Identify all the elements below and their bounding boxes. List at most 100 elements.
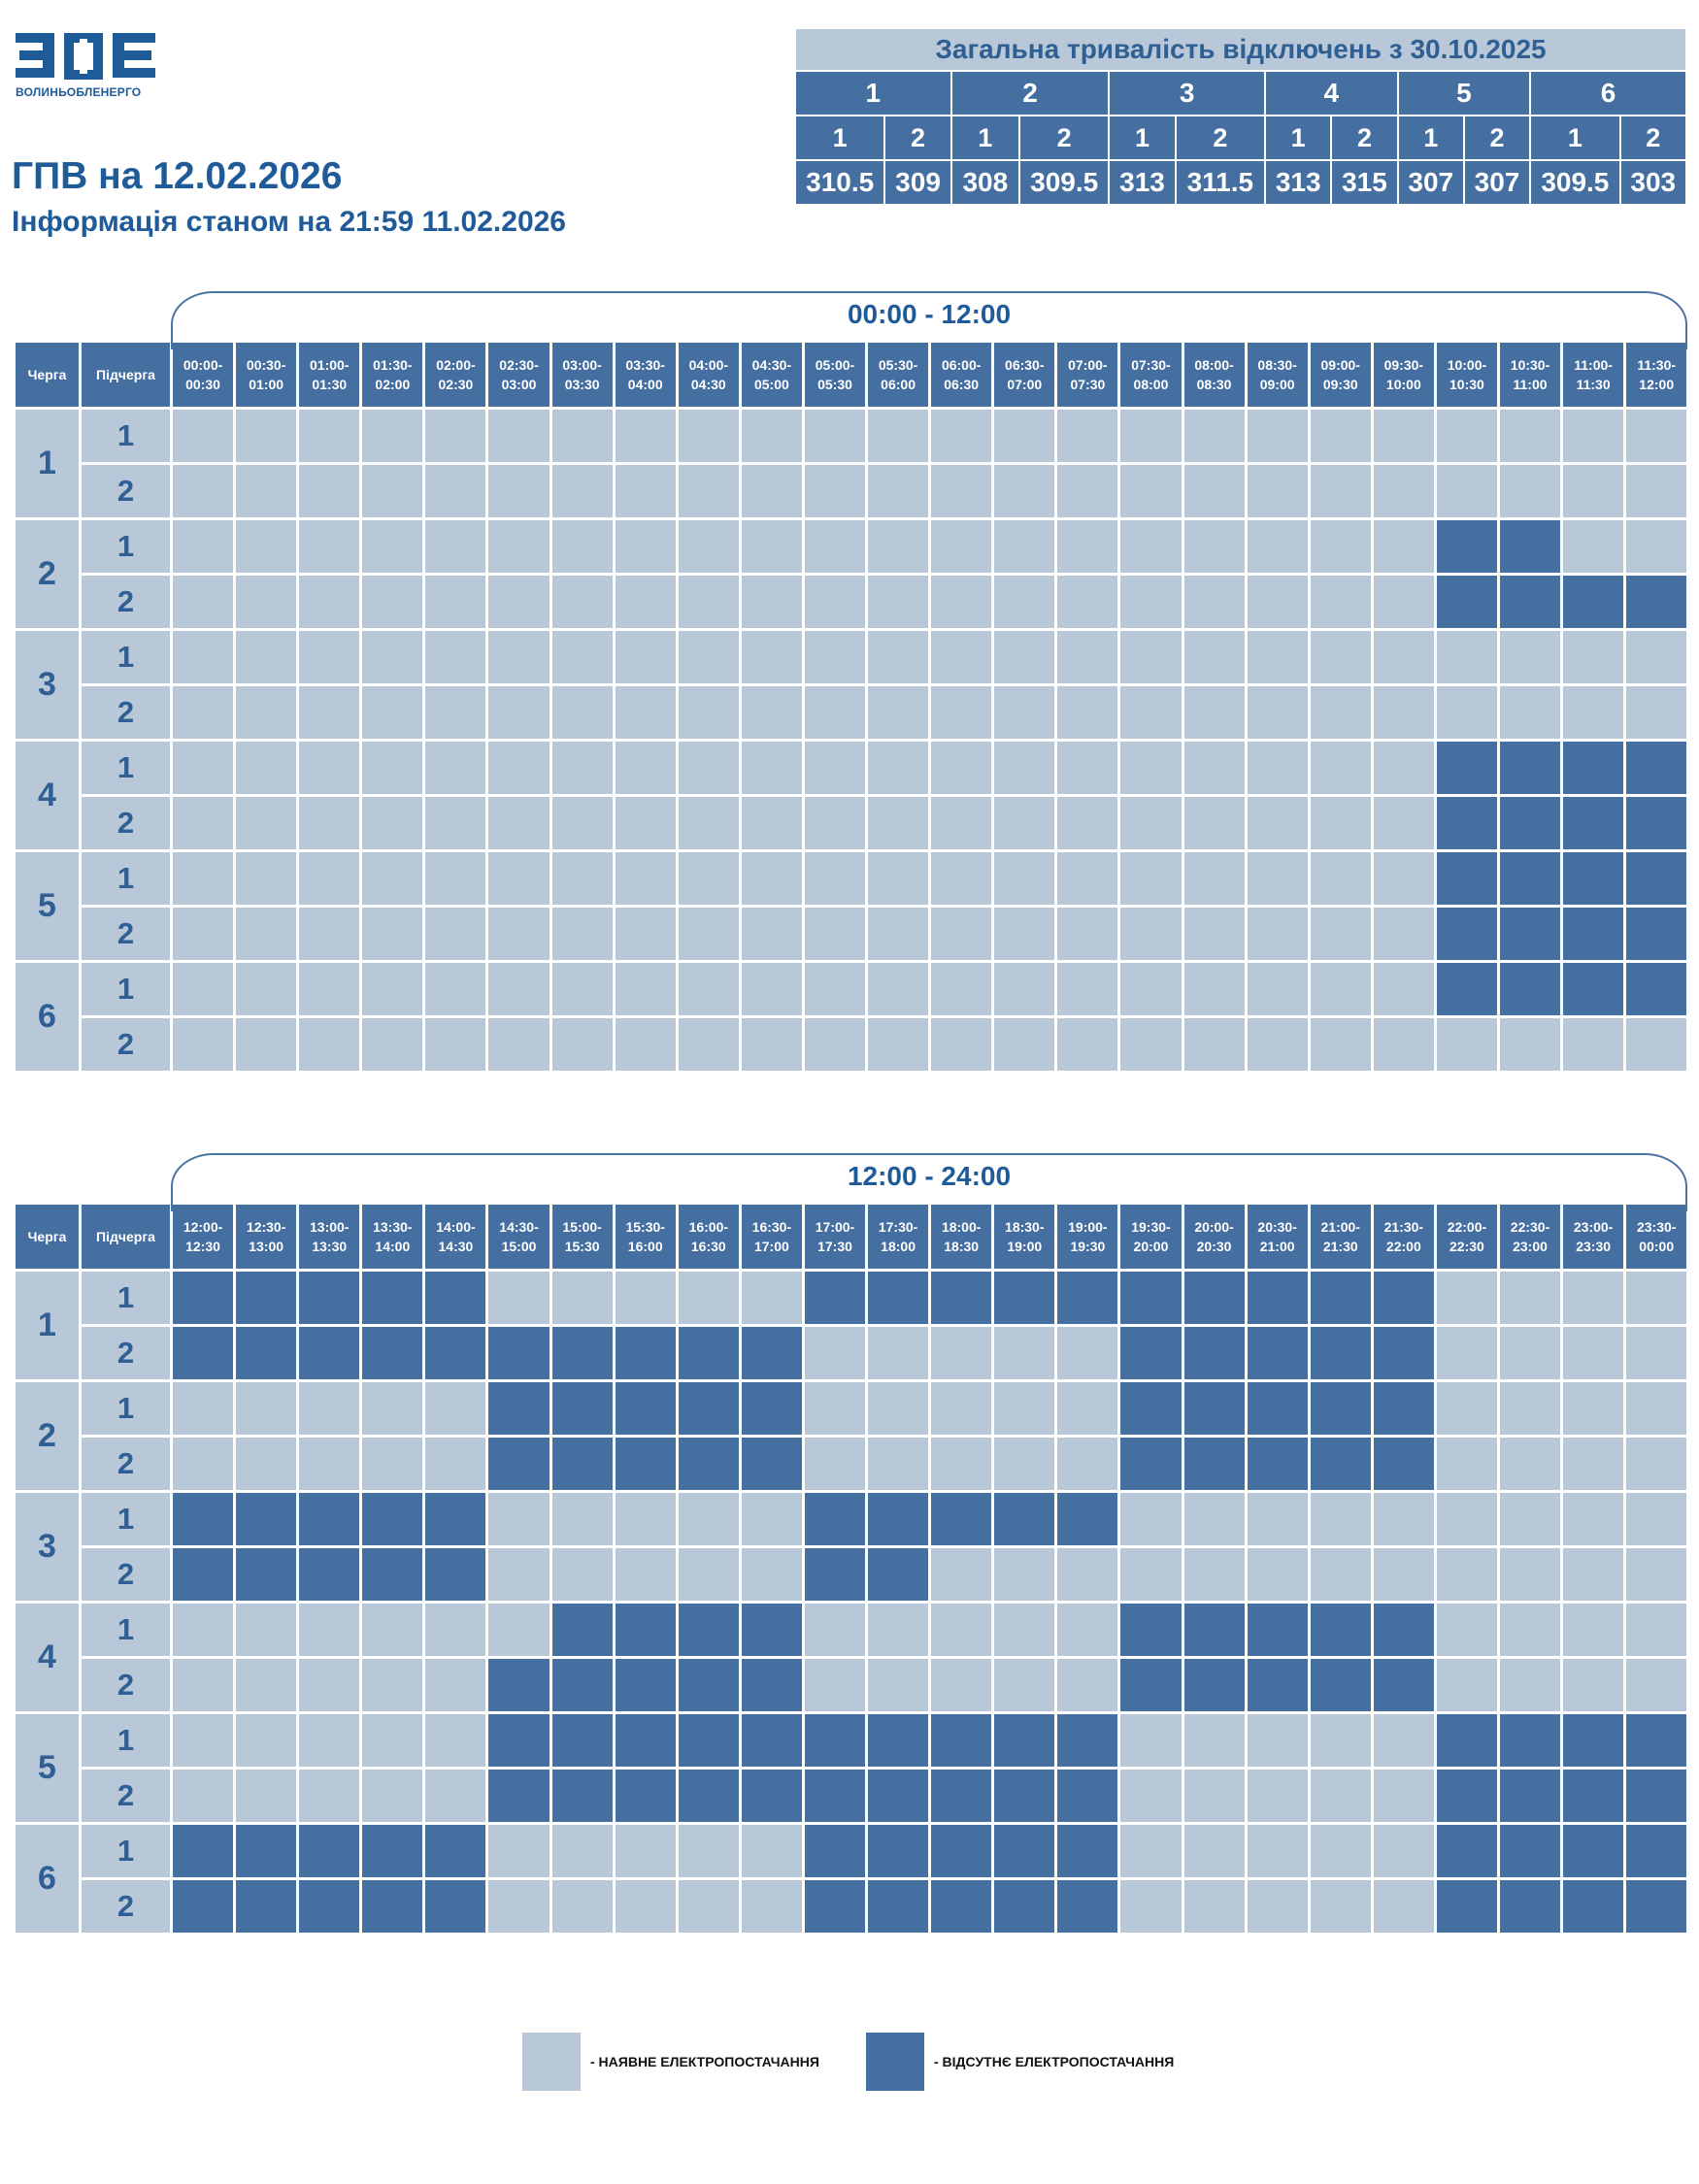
- power-on-cell: [296, 739, 363, 797]
- outage-cell: [1307, 1656, 1374, 1714]
- power-on-cell: [991, 1656, 1058, 1714]
- time-slot-header: 16:00- 16:30: [675, 1202, 742, 1272]
- power-on-cell: [1244, 849, 1311, 908]
- power-on-cell: [991, 628, 1058, 686]
- outage-cell: [1560, 849, 1627, 908]
- outage-cell: [928, 1269, 995, 1327]
- summary-queue-cell: 1: [794, 70, 952, 116]
- power-on-cell: [675, 960, 742, 1018]
- outage-cell: [928, 1877, 995, 1936]
- power-on-cell: [1307, 794, 1374, 852]
- power-on-cell: [991, 1379, 1058, 1438]
- power-on-cell: [1560, 1015, 1627, 1074]
- outage-cell: [1433, 573, 1500, 631]
- outage-cell: [1244, 1435, 1311, 1493]
- power-on-cell: [928, 794, 995, 852]
- outage-cell: [1117, 1656, 1184, 1714]
- power-on-cell: [1307, 960, 1374, 1018]
- power-on-cell: [1117, 1015, 1184, 1074]
- power-on-cell: [485, 1015, 552, 1074]
- power-on-cell: [1244, 517, 1311, 576]
- outage-cell: [1117, 1601, 1184, 1659]
- time-slot-header: 20:00- 20:30: [1181, 1202, 1248, 1272]
- power-on-cell: [359, 739, 426, 797]
- summary-value-cell: 309.5: [1017, 159, 1111, 206]
- time-slot-header: 14:00- 14:30: [422, 1202, 489, 1272]
- power-on-cell: [928, 1324, 995, 1382]
- power-on-cell: [865, 905, 932, 963]
- time-slot-header: 00:00- 00:30: [169, 340, 237, 410]
- power-on-cell: [1181, 905, 1248, 963]
- time-slot-header: 05:30- 06:00: [865, 340, 932, 410]
- outage-cell: [1117, 1379, 1184, 1438]
- power-on-cell: [675, 1545, 742, 1604]
- time-slot-header: 07:30- 08:00: [1117, 340, 1184, 410]
- outage-cell: [865, 1269, 932, 1327]
- summary-value-row: 310.5 309 308 309.5 313 311.5 313 315 307 307 309.…: [793, 159, 1688, 206]
- power-on-cell: [1307, 1822, 1374, 1880]
- outage-cell: [1496, 1822, 1564, 1880]
- power-on-cell: [359, 849, 426, 908]
- schedule-table: Черга Підчерга 00:00- 00:30 00:30- 01:00 01:…: [13, 340, 1690, 1074]
- schedule-row: 2: [15, 794, 1690, 852]
- power-on-cell: [1117, 1490, 1184, 1548]
- power-on-cell: [233, 849, 300, 908]
- outage-cell: [1370, 1601, 1437, 1659]
- power-on-cell: [1623, 1015, 1690, 1074]
- power-on-cell: [1623, 1379, 1690, 1438]
- outage-cell: [1307, 1269, 1374, 1327]
- power-on-cell: [991, 462, 1058, 520]
- outage-cell: [1244, 1324, 1311, 1382]
- power-on-cell: [485, 517, 552, 576]
- subqueue-number-cell: 2: [79, 794, 173, 852]
- outage-cell: [801, 1490, 869, 1548]
- outage-cell: [1370, 1269, 1437, 1327]
- outage-cell: [359, 1545, 426, 1604]
- summary-subqueue-cell: 1: [1396, 115, 1465, 161]
- power-on-cell: [296, 1711, 363, 1770]
- power-on-cell: [738, 462, 805, 520]
- power-on-cell: [1054, 739, 1121, 797]
- power-on-cell: [991, 960, 1058, 1018]
- power-on-cell: [1181, 462, 1248, 520]
- subqueue-number-cell: 1: [79, 407, 173, 465]
- power-on-cell: [359, 794, 426, 852]
- outage-cell: [233, 1490, 300, 1548]
- power-on-cell: [1054, 407, 1121, 465]
- power-on-cell: [485, 905, 552, 963]
- outage-cell: [1117, 1435, 1184, 1493]
- power-on-cell: [801, 739, 869, 797]
- outage-cell: [1560, 739, 1627, 797]
- summary-queue-cell: 2: [949, 70, 1111, 116]
- outage-cell: [865, 1545, 932, 1604]
- outage-cell: [549, 1379, 616, 1438]
- power-on-cell: [1117, 1822, 1184, 1880]
- power-on-cell: [612, 794, 679, 852]
- power-on-cell: [612, 407, 679, 465]
- power-on-cell: [1496, 1435, 1564, 1493]
- outage-cell: [1623, 905, 1690, 963]
- power-on-cell: [612, 739, 679, 797]
- outage-cell: [991, 1877, 1058, 1936]
- power-on-cell: [422, 905, 489, 963]
- power-on-cell: [991, 517, 1058, 576]
- outage-cell: [296, 1877, 363, 1936]
- power-on-cell: [1307, 849, 1374, 908]
- power-on-cell: [233, 960, 300, 1018]
- power-on-cell: [801, 628, 869, 686]
- outage-cell: [233, 1877, 300, 1936]
- power-on-cell: [485, 1490, 552, 1548]
- time-slot-header: 11:30- 12:00: [1623, 340, 1690, 410]
- power-on-cell: [485, 407, 552, 465]
- outage-cell: [1244, 1601, 1311, 1659]
- outage-cell: [169, 1490, 237, 1548]
- power-on-cell: [549, 849, 616, 908]
- outage-cell: [1496, 849, 1564, 908]
- power-on-cell: [1054, 683, 1121, 742]
- outage-cell: [1181, 1379, 1248, 1438]
- outage-cell: [1433, 849, 1500, 908]
